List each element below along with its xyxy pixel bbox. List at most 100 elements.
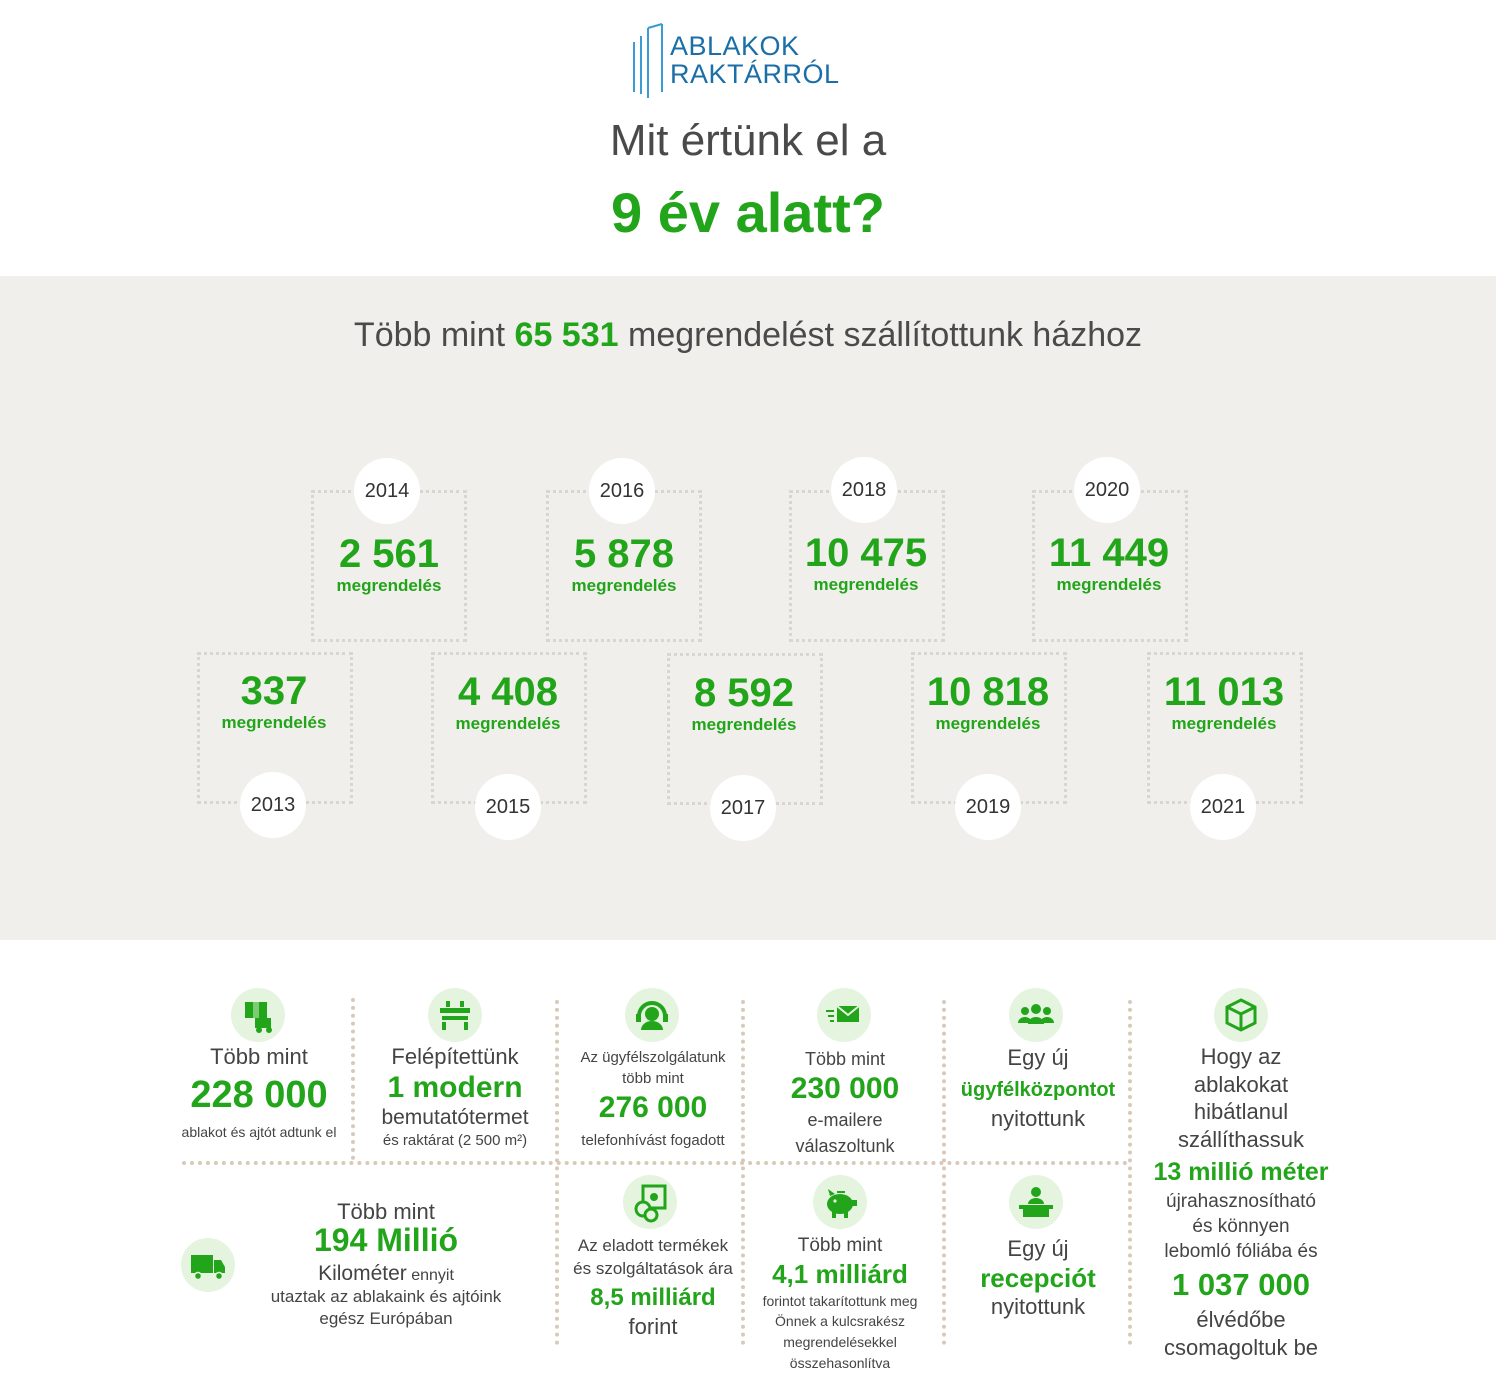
divider xyxy=(1128,1000,1132,1345)
year-badge-2015: 2015 xyxy=(475,774,541,840)
email-icon xyxy=(817,988,871,1042)
stat-packaging-mid2: és könnyen xyxy=(1192,1216,1290,1237)
truck-icon xyxy=(181,1238,235,1292)
stat-calls-value: 276 000 xyxy=(598,1091,708,1124)
brand-name-line2: RAKTÁRRÓL xyxy=(670,59,840,89)
stat-showroom-value: 1 modern xyxy=(387,1071,523,1104)
year-badge-2020: 2020 xyxy=(1074,457,1140,523)
stat-windows-post: ablakot és ajtót adtunk el xyxy=(181,1124,337,1140)
package-truck-icon xyxy=(231,988,285,1042)
orders-unit-2016: megrendelés xyxy=(571,576,677,595)
stat-km-post2: egész Európában xyxy=(319,1309,453,1328)
stat-windows-pre: Több mint xyxy=(210,1044,308,1069)
stat-savings-value: 4,1 milliárd xyxy=(772,1259,908,1289)
orders-unit-2017: megrendelés xyxy=(691,715,797,734)
stat-sales-post: forint xyxy=(628,1314,678,1339)
orders-unit-2020: megrendelés xyxy=(1056,575,1162,594)
orders-value-2021: 11 013 xyxy=(1163,670,1285,714)
orders-headline-prefix: Több mint xyxy=(353,316,515,354)
stat-calls-post: telefonhívást fogadott xyxy=(581,1132,725,1149)
brand-logo: ABLAKOK RAKTÁRRÓL xyxy=(632,22,872,98)
divider xyxy=(741,1000,745,1345)
stat-savings-post1: forintot takarítottunk meg xyxy=(762,1293,918,1309)
stat-packaging-pre1: Hogy az xyxy=(1200,1044,1282,1069)
orders-unit-2015: megrendelés xyxy=(455,714,561,733)
logo-window-icon xyxy=(633,23,663,98)
divider xyxy=(942,1000,946,1345)
stat-km-unit-line: Kilométer ennyit xyxy=(236,1262,536,1286)
page-title: Mit értünk el a xyxy=(609,116,887,165)
stat-center-pre: Egy új xyxy=(1007,1045,1069,1070)
orders-value-2020: 11 449 xyxy=(1048,531,1170,575)
stat-packaging-mid3: lebomló fóliába és xyxy=(1164,1241,1318,1262)
stat-packaging-post1: élvédőbe xyxy=(1196,1307,1286,1332)
stat-sales-pre2: és szolgáltatások ára xyxy=(573,1259,733,1278)
stat-calls-pre2: több mint xyxy=(622,1070,684,1087)
stat-windows-value: 228 000 xyxy=(190,1074,328,1116)
year-badge-2014: 2014 xyxy=(354,458,420,524)
orders-headline: Több mint 65 531 megrendelést szállított… xyxy=(0,316,1496,355)
stat-center-value: ügyfélközpontot xyxy=(960,1079,1116,1101)
box-icon xyxy=(1214,988,1268,1042)
orders-headline-suffix: megrendelést szállítottunk házhoz xyxy=(618,316,1143,354)
orders-unit-2013: megrendelés xyxy=(221,713,327,732)
building-icon xyxy=(428,988,482,1042)
orders-value-2016: 5 878 xyxy=(573,532,675,576)
orders-unit-2018: megrendelés xyxy=(813,575,919,594)
orders-total: 65 531 xyxy=(514,316,619,354)
stat-reception-post: nyitottunk xyxy=(990,1294,1086,1319)
stat-packaging-pre3: hibátlanul xyxy=(1193,1099,1289,1124)
year-badge-2021: 2021 xyxy=(1190,774,1256,840)
stat-emails-value: 230 000 xyxy=(790,1072,900,1105)
stat-km-post1: utaztak az ablakaink és ajtóink xyxy=(270,1287,502,1306)
stat-sales-value: 8,5 milliárd xyxy=(590,1284,716,1311)
stat-packaging-post2: csomagoltuk be xyxy=(1163,1335,1319,1360)
stat-savings-pre: Több mint xyxy=(797,1235,883,1256)
divider xyxy=(555,1000,559,1345)
stat-showroom-post2: és raktárat (2 500 m²) xyxy=(382,1132,528,1149)
brand-name-line1: ABLAKOK xyxy=(670,31,800,61)
divider xyxy=(182,1161,1128,1165)
year-badge-2017: 2017 xyxy=(710,775,776,841)
stat-showroom-post1: bemutatótermet xyxy=(381,1106,529,1129)
stat-km-pre: Több mint xyxy=(337,1199,435,1224)
piggy-bank-icon xyxy=(813,1175,867,1229)
orders-value-2014: 2 561 xyxy=(338,532,440,576)
orders-value-2018: 10 475 xyxy=(804,531,928,575)
stat-packaging-pre4: szállíthassuk xyxy=(1178,1127,1304,1152)
orders-unit-2019: megrendelés xyxy=(935,714,1041,733)
stat-reception-pre: Egy új xyxy=(1007,1236,1069,1261)
stat-savings-post2: Önnek a kulcsrakész xyxy=(775,1313,905,1329)
orders-unit-2021: megrendelés xyxy=(1171,714,1277,733)
stat-reception-value: recepciót xyxy=(980,1263,1096,1293)
stat-km-unit: Kilométer xyxy=(318,1262,407,1285)
stat-calls-pre1: Az ügyfélszolgálatunk xyxy=(580,1049,726,1066)
year-badge-2018: 2018 xyxy=(831,457,897,523)
stat-packaging-pre2: ablakokat xyxy=(1193,1072,1289,1097)
stat-emails-post1: e-mailere xyxy=(807,1110,883,1130)
stat-packaging-mid1: újrahasznosítható xyxy=(1166,1191,1316,1212)
year-badge-2013: 2013 xyxy=(240,772,306,838)
reception-desk-icon xyxy=(1009,1175,1063,1229)
stat-packaging-value1: 13 millió méter xyxy=(1153,1158,1329,1186)
stat-savings-post3: megrendelésekkel xyxy=(783,1334,897,1350)
stat-sales-pre1: Az eladott termékek xyxy=(577,1236,729,1255)
page-title-highlight: 9 év alatt? xyxy=(611,181,885,244)
orders-unit-2014: megrendelés xyxy=(336,576,442,595)
coins-icon xyxy=(623,1175,677,1229)
year-badge-2016: 2016 xyxy=(589,458,655,524)
stat-showroom-pre: Felépítettünk xyxy=(391,1044,519,1069)
stat-savings-post4: összehasonlítva xyxy=(789,1355,891,1371)
orders-value-2019: 10 818 xyxy=(926,670,1050,714)
year-badge-2019: 2019 xyxy=(955,774,1021,840)
divider xyxy=(351,998,355,1160)
orders-value-2015: 4 408 xyxy=(457,670,559,714)
stat-emails-pre: Több mint xyxy=(804,1049,886,1069)
stat-km-value: 194 Millió xyxy=(313,1222,459,1258)
stat-emails-post2: válaszoltunk xyxy=(795,1136,895,1156)
orders-value-2017: 8 592 xyxy=(693,671,795,715)
headset-icon xyxy=(625,988,679,1042)
stat-center-post: nyitottunk xyxy=(990,1106,1086,1131)
stat-packaging-value2: 1 037 000 xyxy=(1172,1267,1310,1302)
team-icon xyxy=(1009,988,1063,1042)
